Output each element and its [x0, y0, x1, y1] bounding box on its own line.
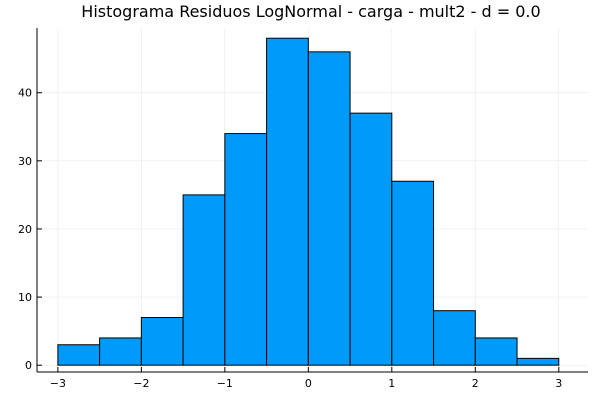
histogram-bar — [391, 180, 435, 366]
histogram-bar — [266, 37, 309, 366]
x-tick-label: 1 — [388, 377, 395, 390]
histogram-bar — [349, 112, 393, 366]
x-tick-label: −2 — [133, 377, 149, 390]
histogram-bar — [140, 317, 184, 366]
axes — [36, 28, 588, 373]
y-tick-label: 30 — [18, 155, 32, 168]
y-tick-label: 20 — [18, 223, 32, 236]
histogram-bar — [474, 337, 518, 366]
x-tick-label: 3 — [555, 377, 562, 390]
histogram-bar — [99, 337, 142, 366]
x-ticks: −3 −2 −1 0 1 2 3 — [50, 367, 562, 390]
x-tick-label: 0 — [305, 377, 312, 390]
histogram-bar — [224, 133, 268, 366]
x-tick-label: 2 — [472, 377, 479, 390]
x-tick-label: −3 — [50, 377, 66, 390]
chart-title: Histograma Residuos LogNormal - carga - … — [81, 2, 540, 21]
histogram-bar — [182, 194, 226, 366]
histogram-bar — [57, 344, 101, 366]
y-tick-label: 10 — [18, 291, 32, 304]
y-tick-label: 0 — [25, 359, 32, 372]
x-tick-label: −1 — [217, 377, 233, 390]
histogram-bar — [433, 310, 476, 366]
histogram-bar — [516, 357, 560, 366]
histogram-bar — [307, 51, 351, 366]
y-ticks: 0 10 20 30 40 — [18, 87, 42, 372]
bars — [57, 37, 560, 366]
y-tick-label: 40 — [18, 87, 32, 100]
